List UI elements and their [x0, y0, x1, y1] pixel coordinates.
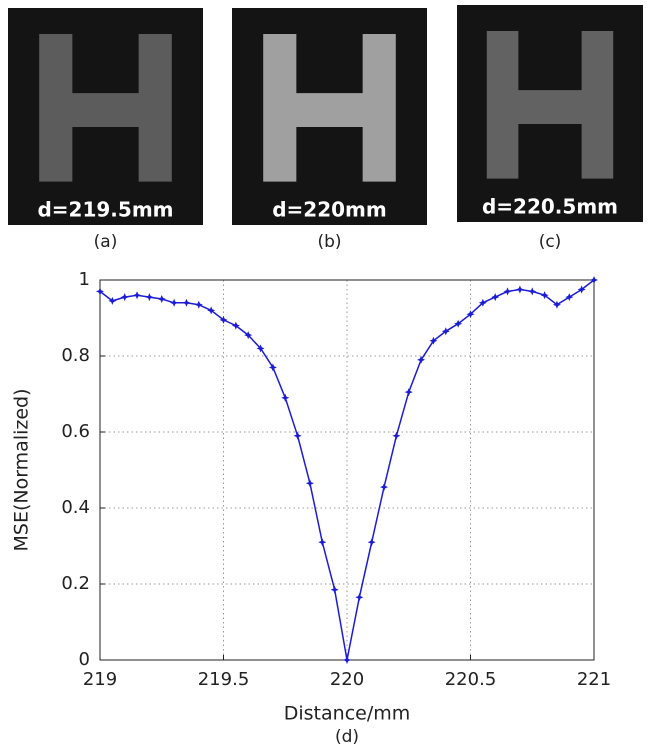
data-point: [417, 355, 426, 364]
y-tick-label: 1: [79, 269, 90, 290]
data-point: [256, 344, 265, 353]
x-tick-label: 219: [83, 669, 117, 690]
data-point: [305, 479, 314, 488]
data-point: [293, 431, 302, 440]
data-point: [182, 298, 191, 307]
data-point: [330, 585, 339, 594]
data-point: [145, 293, 154, 302]
x-tick-label: 220: [330, 669, 364, 690]
panel-caption: (b): [317, 232, 341, 252]
data-point: [244, 331, 253, 340]
data-point: [404, 388, 413, 397]
data-point: [355, 593, 364, 602]
x-tick-label: 221: [577, 669, 611, 690]
data-point: [392, 431, 401, 440]
data-point: [466, 310, 475, 319]
x-axis-label: Distance/mm: [284, 703, 411, 725]
data-point: [108, 296, 117, 305]
h-shape: [39, 34, 172, 182]
data-point: [565, 293, 574, 302]
data-point: [170, 298, 179, 307]
data-point: [133, 291, 142, 300]
data-point: [528, 287, 537, 296]
data-point: [577, 285, 586, 294]
data-point: [219, 315, 228, 324]
y-tick-label: 0.4: [61, 497, 90, 518]
data-point: [503, 287, 512, 296]
panel-label: d=220mm: [272, 198, 387, 222]
panel-label: d=220.5mm: [482, 195, 618, 219]
data-point: [441, 327, 450, 336]
y-tick-label: 0.2: [61, 573, 90, 594]
data-point: [268, 363, 277, 372]
data-point: [120, 293, 129, 302]
x-tick-label: 220.5: [445, 669, 497, 690]
h-shape: [486, 31, 614, 179]
data-point: [515, 285, 524, 294]
data-point: [231, 321, 240, 330]
x-tick-label: 219.5: [198, 669, 250, 690]
data-point: [491, 293, 500, 302]
data-point: [540, 291, 549, 300]
data-point: [157, 295, 166, 303]
data-point: [367, 538, 376, 547]
data-point: [590, 276, 598, 284]
data-point: [552, 300, 561, 309]
data-point: [429, 336, 438, 345]
data-point: [380, 483, 389, 492]
data-point: [478, 298, 487, 307]
data-point: [281, 393, 290, 402]
panel-caption: (a): [94, 232, 118, 252]
data-point: [454, 319, 463, 328]
y-axis-label: MSE(Normalized): [11, 388, 33, 551]
data-point: [207, 306, 216, 315]
data-point: [343, 656, 351, 664]
y-tick-label: 0: [79, 649, 90, 670]
panel-caption: (c): [539, 232, 562, 252]
data-point: [96, 287, 104, 296]
data-point: [194, 300, 203, 309]
data-point: [318, 538, 327, 547]
y-tick-label: 0.8: [61, 345, 90, 366]
panel-label: d=219.5mm: [37, 198, 173, 222]
h-shape: [263, 34, 396, 182]
y-tick-label: 0.6: [61, 421, 90, 442]
chart-caption: (d): [335, 727, 359, 747]
